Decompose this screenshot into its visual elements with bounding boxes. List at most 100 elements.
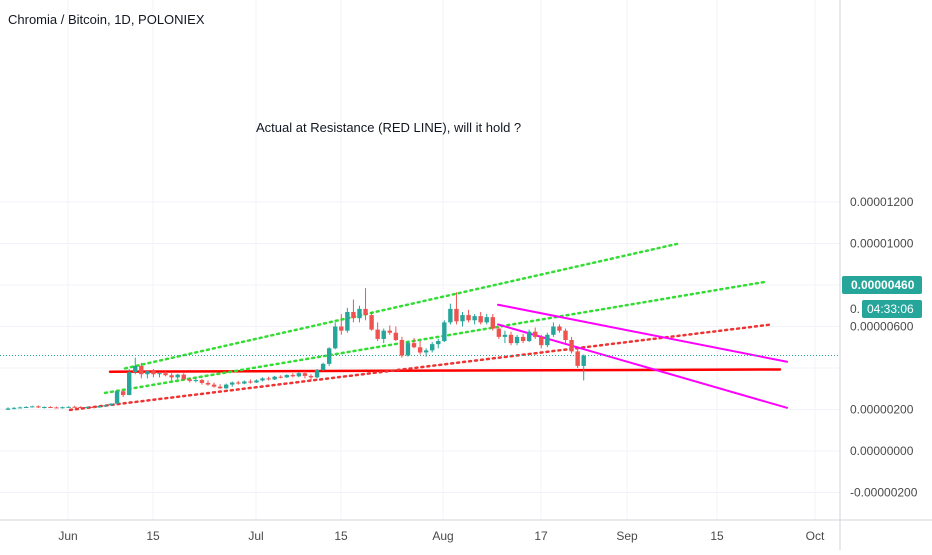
candle[interactable] bbox=[533, 327, 538, 339]
candle[interactable] bbox=[5, 407, 11, 410]
candle[interactable] bbox=[84, 406, 89, 409]
candle[interactable] bbox=[278, 375, 283, 379]
candle[interactable] bbox=[66, 406, 71, 408]
candle[interactable] bbox=[369, 311, 374, 331]
candle[interactable] bbox=[551, 322, 556, 337]
candle[interactable] bbox=[236, 380, 241, 385]
candle[interactable] bbox=[290, 373, 296, 378]
candle[interactable] bbox=[484, 314, 489, 325]
candle[interactable] bbox=[496, 326, 502, 339]
candle[interactable] bbox=[357, 305, 362, 323]
candle[interactable] bbox=[345, 307, 350, 333]
candle[interactable] bbox=[90, 406, 96, 409]
candle[interactable] bbox=[133, 357, 138, 375]
candle[interactable] bbox=[502, 330, 508, 344]
candle[interactable] bbox=[96, 405, 102, 408]
candle[interactable] bbox=[30, 405, 35, 408]
candle[interactable] bbox=[490, 314, 495, 331]
candle[interactable] bbox=[405, 341, 411, 357]
candle[interactable] bbox=[539, 334, 544, 349]
candle[interactable] bbox=[399, 336, 405, 358]
candle[interactable] bbox=[430, 342, 435, 353]
candle[interactable] bbox=[454, 292, 459, 325]
candle[interactable] bbox=[442, 320, 447, 343]
candle[interactable] bbox=[326, 347, 332, 366]
candle[interactable] bbox=[308, 374, 314, 381]
candle[interactable] bbox=[187, 377, 192, 383]
candle[interactable] bbox=[23, 406, 29, 409]
candle[interactable] bbox=[478, 311, 483, 325]
candle[interactable] bbox=[508, 331, 514, 346]
candle[interactable] bbox=[526, 329, 532, 343]
candle[interactable] bbox=[320, 362, 326, 372]
candle[interactable] bbox=[151, 369, 156, 378]
candle[interactable] bbox=[139, 362, 144, 379]
candle[interactable] bbox=[60, 406, 65, 409]
candle[interactable] bbox=[314, 369, 320, 379]
candle[interactable] bbox=[563, 328, 568, 344]
candle[interactable] bbox=[339, 314, 344, 335]
candle-body bbox=[569, 339, 574, 352]
candle[interactable] bbox=[557, 324, 562, 333]
candle[interactable] bbox=[581, 354, 586, 381]
candle[interactable] bbox=[387, 325, 392, 335]
candle[interactable] bbox=[48, 406, 53, 409]
candle[interactable] bbox=[375, 322, 380, 342]
time-axis[interactable]: Jun 15 Jul 15 Aug 17 Sep 15 Oct bbox=[0, 519, 932, 543]
candle[interactable] bbox=[242, 380, 247, 385]
candle[interactable] bbox=[284, 374, 289, 378]
candle[interactable] bbox=[42, 406, 47, 409]
candle[interactable] bbox=[254, 379, 259, 383]
candle[interactable] bbox=[11, 407, 17, 410]
candle[interactable] bbox=[351, 299, 356, 323]
candles[interactable] bbox=[5, 288, 586, 410]
candle[interactable] bbox=[545, 332, 550, 348]
candle[interactable] bbox=[120, 390, 126, 398]
candle[interactable] bbox=[272, 375, 277, 381]
candle[interactable] bbox=[296, 372, 302, 378]
candle[interactable] bbox=[163, 371, 168, 377]
candle[interactable] bbox=[302, 371, 308, 379]
candle[interactable] bbox=[472, 314, 477, 325]
candle[interactable] bbox=[72, 405, 77, 408]
candle[interactable] bbox=[169, 373, 174, 381]
candle[interactable] bbox=[157, 371, 162, 378]
candle[interactable] bbox=[436, 338, 441, 349]
candle[interactable] bbox=[520, 333, 526, 344]
candle[interactable] bbox=[248, 379, 253, 384]
candle[interactable] bbox=[17, 406, 23, 409]
candle[interactable] bbox=[211, 382, 217, 388]
candle[interactable] bbox=[575, 348, 580, 368]
candle[interactable] bbox=[363, 288, 368, 321]
candle[interactable] bbox=[54, 406, 59, 409]
candle[interactable] bbox=[205, 380, 211, 386]
candle[interactable] bbox=[266, 376, 271, 381]
candle[interactable] bbox=[193, 378, 199, 383]
candle[interactable] bbox=[181, 373, 186, 381]
candle[interactable] bbox=[333, 322, 338, 350]
candle[interactable] bbox=[514, 334, 520, 346]
candle[interactable] bbox=[393, 326, 399, 342]
candle[interactable] bbox=[423, 348, 429, 357]
candle[interactable] bbox=[460, 311, 465, 327]
candle[interactable] bbox=[260, 377, 265, 382]
candle[interactable] bbox=[381, 328, 386, 344]
candle[interactable] bbox=[569, 336, 574, 354]
candle[interactable] bbox=[417, 341, 423, 355]
candle[interactable] bbox=[102, 404, 108, 408]
candle[interactable] bbox=[114, 389, 120, 405]
candle[interactable] bbox=[78, 406, 83, 409]
candle[interactable] bbox=[127, 369, 132, 396]
candle[interactable] bbox=[175, 373, 180, 380]
candle[interactable] bbox=[199, 378, 205, 385]
candle[interactable] bbox=[466, 309, 471, 323]
candle[interactable] bbox=[230, 381, 235, 387]
candle[interactable] bbox=[448, 303, 453, 325]
candle[interactable] bbox=[36, 405, 41, 409]
candle[interactable] bbox=[217, 384, 223, 389]
candle[interactable] bbox=[223, 383, 229, 389]
candle[interactable] bbox=[108, 403, 114, 406]
candle[interactable] bbox=[411, 337, 417, 349]
candle[interactable] bbox=[145, 370, 150, 379]
